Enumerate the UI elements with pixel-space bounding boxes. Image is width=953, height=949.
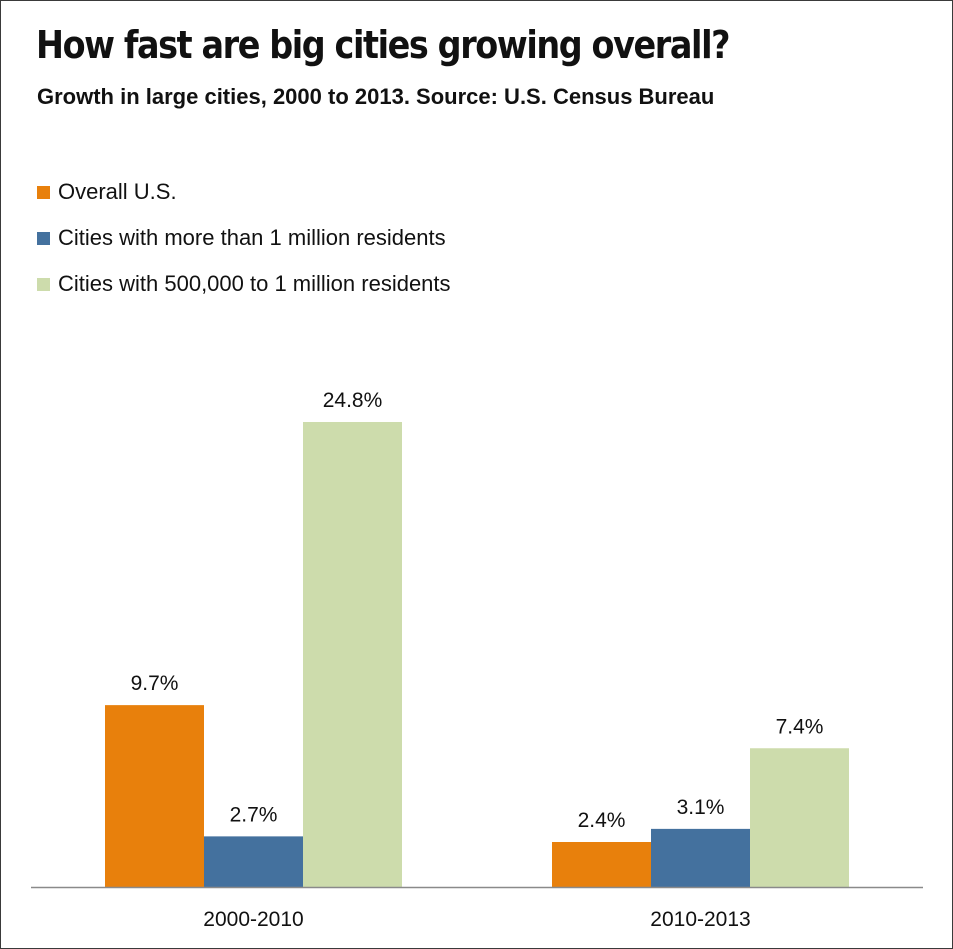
legend-swatch-overall-us bbox=[37, 185, 50, 199]
data-label-2010-2013-series-1: 3.1% bbox=[677, 796, 725, 819]
bar-2000-2010-series-2 bbox=[303, 422, 402, 887]
legend-item-cities-over-1m: Cities with more than 1 million resident… bbox=[37, 215, 451, 261]
chart-subtitle: Growth in large cities, 2000 to 2013. So… bbox=[37, 84, 715, 109]
bar-2000-2010-series-0 bbox=[105, 705, 204, 887]
data-label-2010-2013-series-0: 2.4% bbox=[578, 809, 626, 832]
legend-item-cities-500k-1m: Cities with 500,000 to 1 million residen… bbox=[37, 261, 451, 307]
category-label-2000-2010: 2000-2010 bbox=[203, 908, 303, 931]
legend-label-overall-us: Overall U.S. bbox=[58, 179, 177, 204]
data-label-2000-2010-series-2: 24.8% bbox=[323, 389, 383, 412]
data-label-2000-2010-series-0: 9.7% bbox=[131, 672, 179, 695]
data-label-2010-2013-series-2: 7.4% bbox=[776, 715, 824, 738]
legend-swatch-cities-over-1m bbox=[37, 231, 50, 245]
bar-2000-2010-series-1 bbox=[204, 836, 303, 887]
chart-title: How fast are big cities growing overall? bbox=[36, 23, 731, 67]
data-label-2000-2010-series-1: 2.7% bbox=[230, 803, 278, 826]
bar-2010-2013-series-1 bbox=[651, 828, 750, 887]
legend-swatch-cities-500k-1m bbox=[37, 277, 50, 291]
category-label-2010-2013: 2010-2013 bbox=[650, 908, 750, 931]
legend-label-cities-500k-1m: Cities with 500,000 to 1 million residen… bbox=[58, 271, 451, 296]
legend-item-overall-us: Overall U.S. bbox=[37, 169, 451, 215]
legend-label-cities-over-1m: Cities with more than 1 million resident… bbox=[58, 225, 446, 250]
bar-2010-2013-series-0 bbox=[552, 842, 651, 887]
bar-2010-2013-series-2 bbox=[750, 748, 849, 887]
legend: Overall U.S. Cities with more than 1 mil… bbox=[37, 169, 451, 307]
